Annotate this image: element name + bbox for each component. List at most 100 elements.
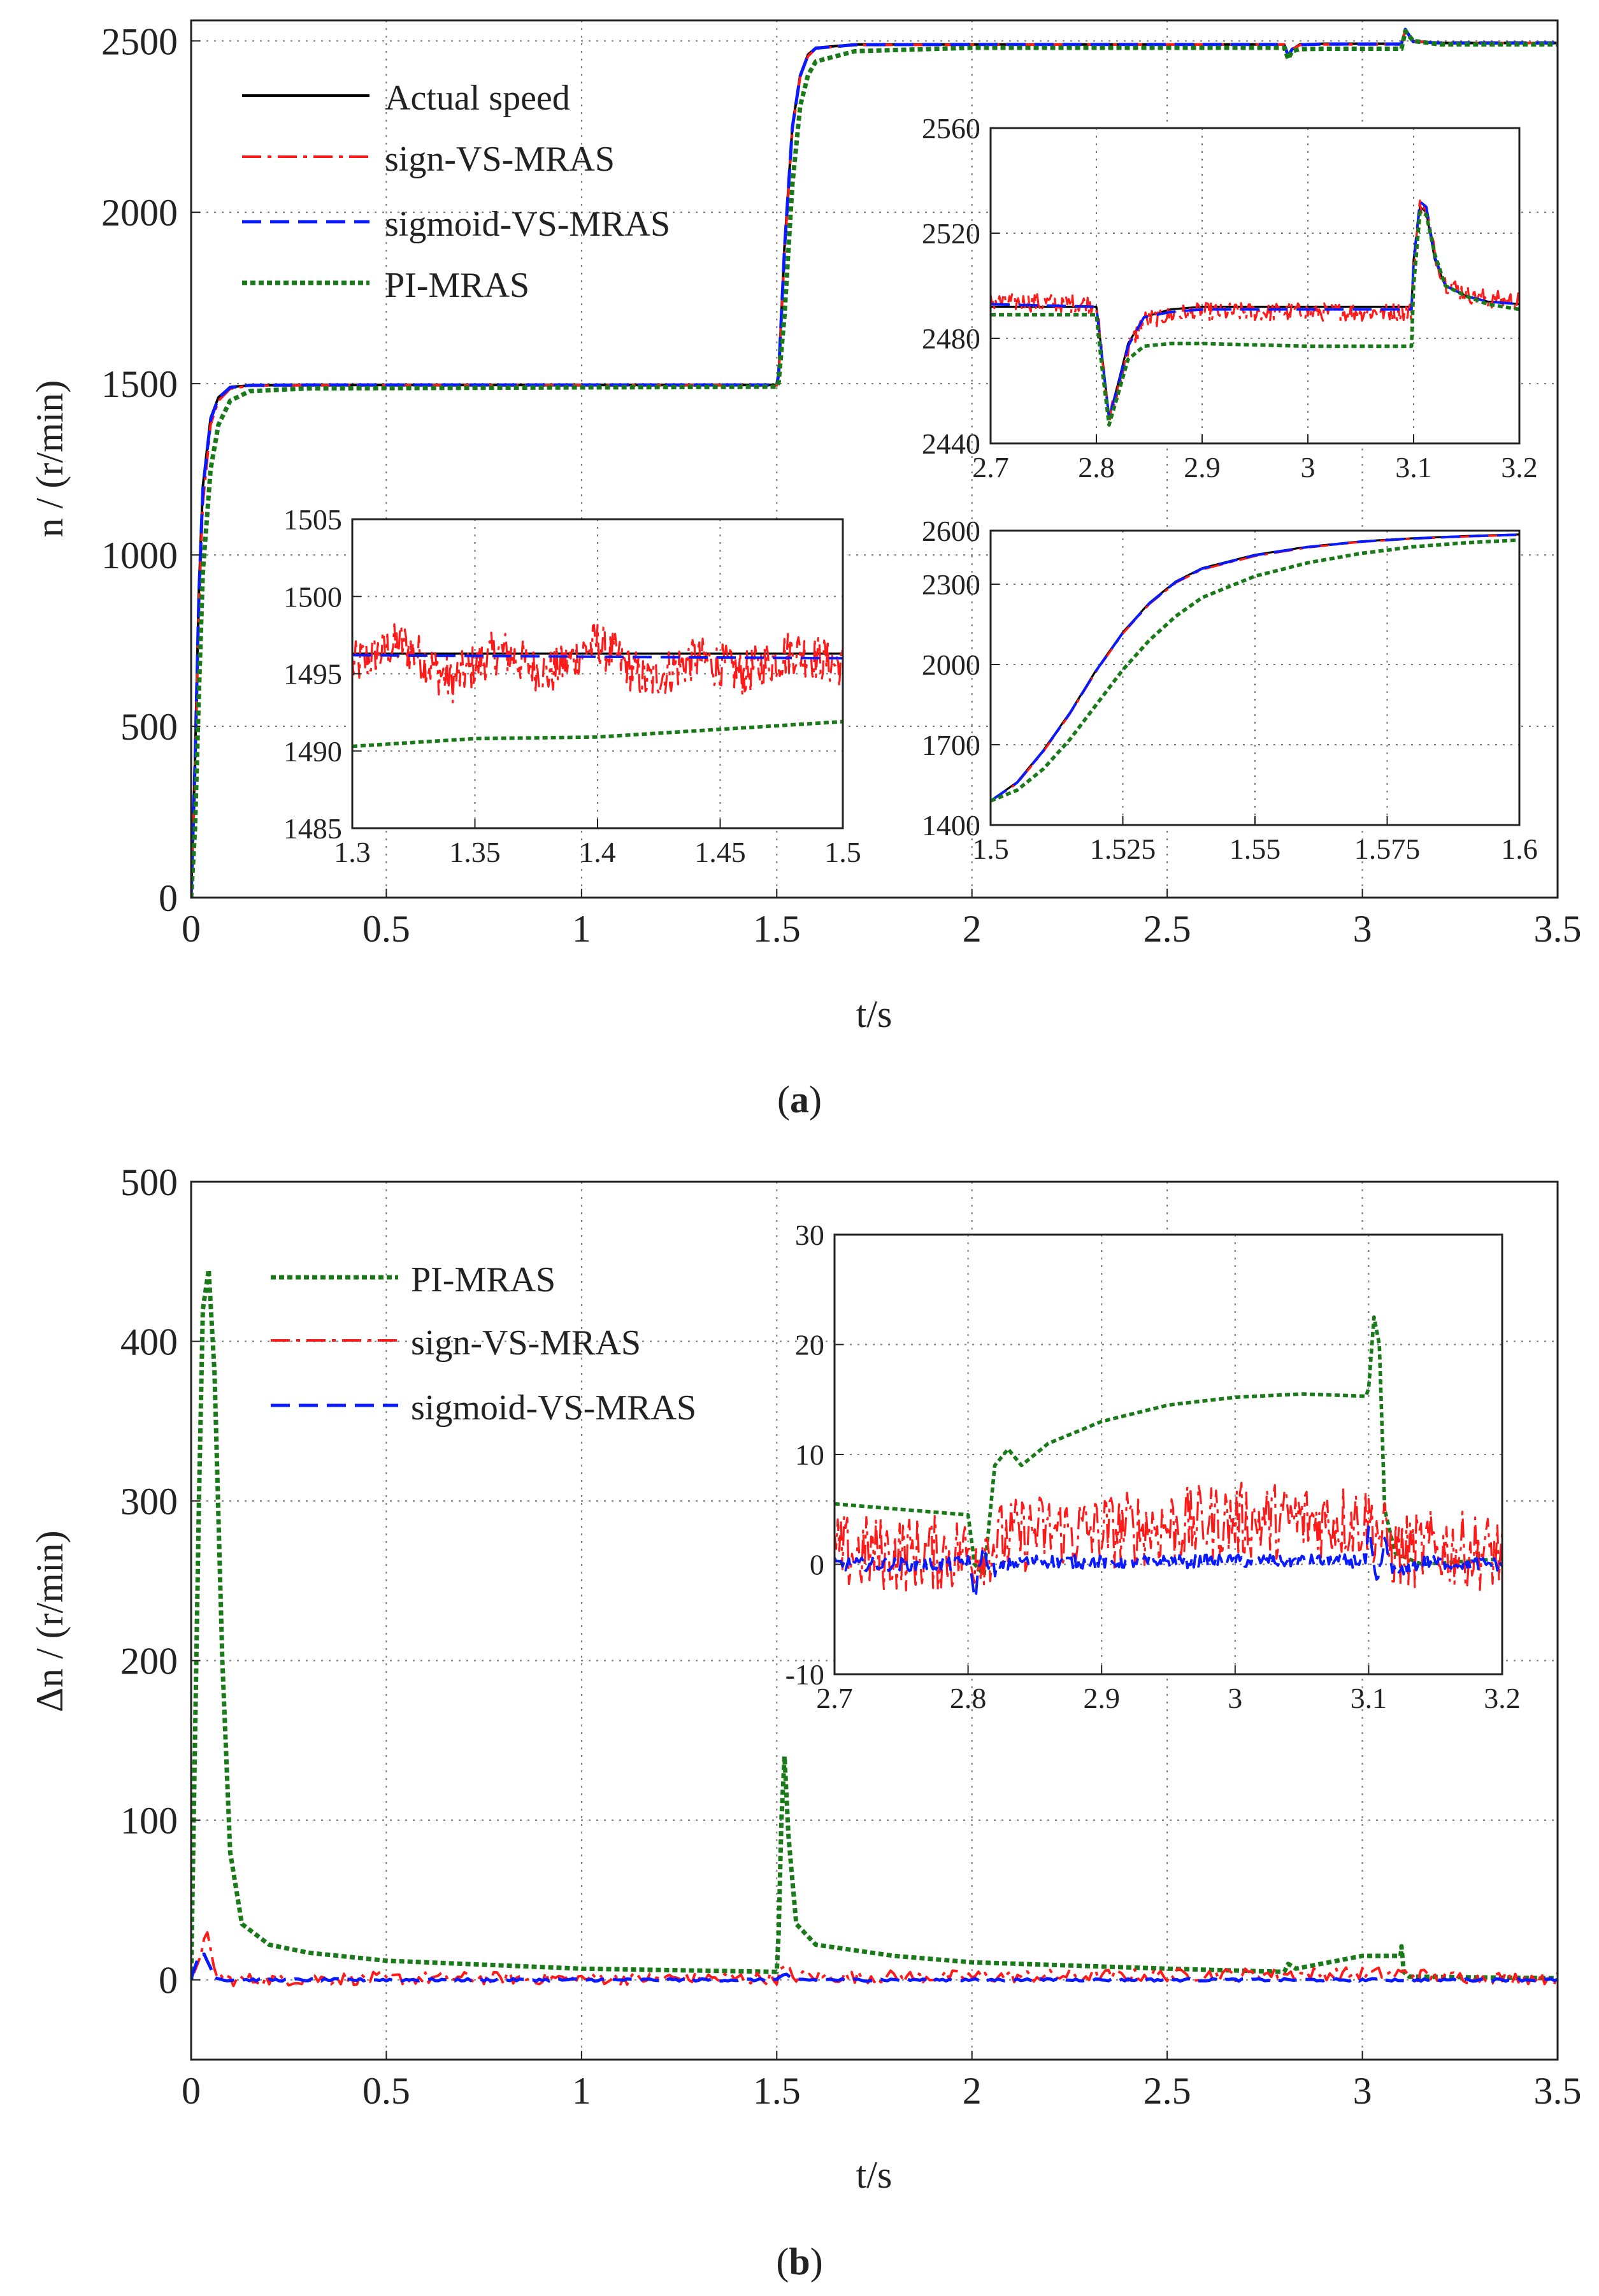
a2-series-sigmoid	[991, 533, 1519, 802]
a-ytick-label: 0	[159, 877, 178, 919]
a-ytick-label: 1000	[101, 535, 178, 577]
a1-ytick-label: 1490	[283, 735, 342, 768]
a1-xtick-label: 1.45	[694, 836, 746, 868]
a-xtick-label: 0.5	[362, 908, 410, 950]
legend-b-sigmoid-label: sigmoid-VS-MRAS	[411, 1388, 696, 1428]
a2-xtick-label: 1.6	[1501, 833, 1538, 865]
a3-xtick-label: 2.8	[1078, 451, 1115, 484]
b-series-sign	[191, 1931, 1558, 1988]
b-xtick-label: 2.5	[1144, 2070, 1191, 2112]
b-xtick-label: 2	[963, 2070, 982, 2112]
a2-ytick-label: 2600	[922, 515, 980, 547]
a-series-sigmoid	[191, 27, 1558, 898]
a2-ytick-label: 2000	[922, 649, 980, 681]
b1-series-sigmoid	[835, 1525, 1502, 1599]
panel-a-frame	[190, 19, 1559, 899]
b-xtick-label: 1.5	[753, 2070, 801, 2112]
a3-series-sign	[991, 199, 1519, 421]
legend-b-sign-label: sign-VS-MRAS	[411, 1323, 641, 1363]
legend-a-sigmoid-label: sigmoid-VS-MRAS	[385, 204, 670, 244]
a3-xtick-label: 2.9	[1184, 451, 1221, 484]
panel-b-frame	[190, 1180, 1559, 2061]
b-xtick-label: 3.5	[1534, 2070, 1582, 2112]
b1-ytick-label: 20	[795, 1329, 824, 1361]
panel-b-series	[191, 1267, 1558, 1988]
panel-a-legend: Actual speed sign-VS-MRAS sigmoid-VS-MRA…	[242, 78, 670, 305]
panel-b-xlabel: t/s	[856, 2154, 893, 2196]
a1-series-sign	[352, 623, 843, 704]
b-ytick-label: 0	[159, 1960, 178, 2002]
a2-series-pi	[991, 538, 1519, 803]
a1-xtick-label: 1.4	[579, 836, 616, 868]
a-xtick-label: 1	[572, 908, 591, 950]
b-ytick-label: 100	[120, 1800, 178, 1842]
b-ytick-label: 200	[120, 1640, 178, 1683]
a3-xtick-label: 2.7	[972, 451, 1009, 484]
a1-xtick-label: 1.35	[449, 836, 501, 868]
b-xtick-label: 3	[1353, 2070, 1372, 2112]
b1-ytick-label: -10	[785, 1658, 824, 1691]
panel-a-series	[191, 27, 1558, 898]
a1-ytick-label: 1485	[283, 812, 342, 845]
panel-a-xlabel: t/s	[856, 993, 893, 1035]
panel-a-inset-steady: 1.3 1.35 1.4 1.45 1.5 1485 1490 1495 1500 1505	[283, 503, 861, 868]
a-ytick-label: 1500	[101, 363, 178, 405]
a2-xtick-label: 1.55	[1230, 833, 1281, 865]
a-xtick-label: 2.5	[1144, 908, 1191, 950]
b-xtick-label: 0	[182, 2070, 201, 2112]
a-xtick-label: 1.5	[753, 908, 801, 950]
b1-series-pi	[835, 1315, 1502, 1577]
b1-xtick-label: 2.7	[816, 1682, 853, 1714]
a-xtick-label: 3	[1353, 908, 1372, 950]
a3-ytick-label: 2520	[922, 217, 980, 250]
legend-a-sign-label: sign-VS-MRAS	[385, 140, 615, 179]
b1-xtick-label: 3.2	[1484, 1682, 1521, 1714]
b1-ytick-label: 10	[795, 1439, 824, 1471]
panel-a-ylabel: n / (r/min)	[29, 380, 71, 538]
a1-ytick-label: 1495	[283, 658, 342, 691]
a1-xtick-label: 1.5	[824, 836, 861, 868]
b1-ytick-label: 0	[810, 1549, 824, 1581]
b-ytick-label: 400	[120, 1321, 178, 1363]
b-series-sigmoid	[191, 1952, 1558, 1983]
panel-b-ylabel: Δn / (r/min)	[29, 1530, 71, 1712]
legend-b-pi-label: PI-MRAS	[411, 1260, 556, 1300]
panel-a-inset-load: 2.7 2.8 2.9 3 3.1 3.2 2440 2480 2520 2560	[922, 112, 1538, 484]
b-xtick-label: 1	[572, 2070, 591, 2112]
a1-series-sigmoid	[352, 654, 843, 660]
a3-ytick-label: 2440	[922, 427, 980, 460]
a3-ytick-label: 2560	[922, 112, 980, 145]
a-xtick-label: 3.5	[1534, 908, 1582, 950]
a-xtick-label: 2	[963, 908, 982, 950]
panel-a-inset-step: 1.5 1.525 1.55 1.575 1.6 1400 1700 2000 2300 2600	[922, 515, 1538, 865]
a2-ytick-label: 2300	[922, 568, 980, 601]
a-ytick-label: 500	[120, 706, 178, 748]
legend-a-pi-label: PI-MRAS	[385, 266, 529, 305]
panel-a-ticks: 0 0.5 1 1.5 2 2.5 3 3.5 0 500 1000 1500 2000 2500	[101, 20, 1582, 950]
a1-series-pi	[352, 719, 843, 749]
b1-xtick-label: 3.1	[1351, 1682, 1387, 1714]
a2-ytick-label: 1700	[922, 729, 980, 761]
inset-frame-a3	[989, 127, 1521, 445]
a2-ytick-label: 1400	[922, 809, 980, 842]
a3-ytick-label: 2480	[922, 322, 980, 355]
b-ytick-label: 300	[120, 1481, 178, 1523]
b1-xtick-label: 3	[1228, 1682, 1242, 1714]
panel-a-caption: (a)	[777, 1079, 822, 1121]
a2-xtick-label: 1.575	[1354, 833, 1421, 865]
b-ytick-label: 500	[120, 1161, 178, 1203]
a3-xtick-label: 3	[1301, 451, 1316, 484]
b1-xtick-label: 2.8	[950, 1682, 987, 1714]
a3-series-pi	[991, 210, 1519, 427]
a3-series-sigmoid	[991, 200, 1519, 419]
panel-a-chart: 0 0.5 1 1.5 2 2.5 3 3.5 0 500 1000 1500 2000 2500 Act…	[29, 19, 1582, 1121]
panel-b-caption: (b)	[776, 2241, 822, 2283]
b1-xtick-label: 2.9	[1083, 1682, 1120, 1714]
a2-xtick-label: 1.525	[1090, 833, 1156, 865]
a-ytick-label: 2000	[101, 192, 178, 234]
b1-ytick-label: 30	[795, 1219, 824, 1251]
panel-b-legend: PI-MRAS sign-VS-MRAS sigmoid-VS-MRAS	[271, 1260, 696, 1428]
